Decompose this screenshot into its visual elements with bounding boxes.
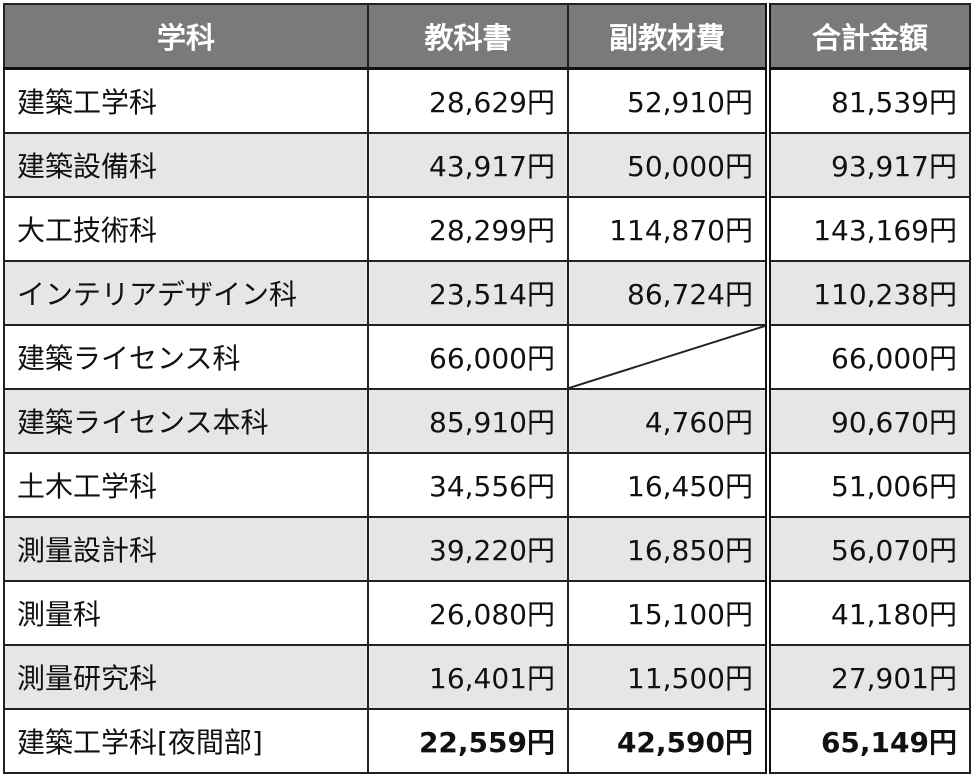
total-cost: 65,149円 bbox=[767, 708, 971, 774]
department-name: 土木工学科 bbox=[3, 452, 369, 518]
textbook-cost: 34,556円 bbox=[367, 452, 569, 518]
materials-cost-not-applicable bbox=[567, 324, 771, 390]
department-name: 測量研究科 bbox=[3, 644, 369, 710]
table-row: 測量科 26,080円 15,100円 41,180円 bbox=[3, 580, 971, 646]
table-row: 建築ライセンス科 66,000円 66,000円 bbox=[3, 324, 971, 390]
textbook-cost: 66,000円 bbox=[367, 324, 569, 390]
textbook-cost: 28,629円 bbox=[367, 67, 569, 134]
department-name: 建築工学科 bbox=[3, 67, 369, 134]
department-name: 建築ライセンス本科 bbox=[3, 388, 369, 454]
total-cost: 143,169円 bbox=[767, 196, 971, 262]
materials-cost: 86,724円 bbox=[567, 260, 771, 326]
total-cost: 93,917円 bbox=[767, 132, 971, 198]
header-department: 学科 bbox=[3, 3, 369, 70]
total-cost: 81,539円 bbox=[767, 67, 971, 134]
department-name: 建築工学科[夜間部] bbox=[3, 708, 369, 774]
total-cost: 66,000円 bbox=[767, 324, 971, 390]
textbook-cost: 23,514円 bbox=[367, 260, 569, 326]
materials-cost: 50,000円 bbox=[567, 132, 771, 198]
department-name: 建築ライセンス科 bbox=[3, 324, 369, 390]
department-name: 大工技術科 bbox=[3, 196, 369, 262]
total-cost: 51,006円 bbox=[767, 452, 971, 518]
table-row: 建築設備科 43,917円 50,000円 93,917円 bbox=[3, 132, 971, 198]
materials-cost: 16,850円 bbox=[567, 516, 771, 582]
table-row: 建築工学科 28,629円 52,910円 81,539円 bbox=[3, 67, 971, 134]
materials-cost: 4,760円 bbox=[567, 388, 771, 454]
department-name: 測量設計科 bbox=[3, 516, 369, 582]
textbook-cost: 39,220円 bbox=[367, 516, 569, 582]
table-row: インテリアデザイン科 23,514円 86,724円 110,238円 bbox=[3, 260, 971, 326]
table-row: 大工技術科 28,299円 114,870円 143,169円 bbox=[3, 196, 971, 262]
materials-cost: 15,100円 bbox=[567, 580, 771, 646]
table-row: 建築工学科[夜間部] 22,559円 42,590円 65,149円 bbox=[3, 708, 971, 774]
materials-cost: 114,870円 bbox=[567, 196, 771, 262]
diagonal-slash bbox=[569, 326, 765, 388]
total-cost: 27,901円 bbox=[767, 644, 971, 710]
textbook-cost: 22,559円 bbox=[367, 708, 569, 774]
materials-cost: 42,590円 bbox=[567, 708, 771, 774]
materials-cost: 52,910円 bbox=[567, 67, 771, 134]
header-row: 学科 教科書 副教材費 合計金額 bbox=[3, 3, 971, 70]
textbook-cost: 26,080円 bbox=[367, 580, 569, 646]
materials-cost: 11,500円 bbox=[567, 644, 771, 710]
textbook-cost: 28,299円 bbox=[367, 196, 569, 262]
textbook-cost: 43,917円 bbox=[367, 132, 569, 198]
header-textbook: 教科書 bbox=[367, 3, 569, 70]
department-name: 測量科 bbox=[3, 580, 369, 646]
table-row: 建築ライセンス本科 85,910円 4,760円 90,670円 bbox=[3, 388, 971, 454]
total-cost: 90,670円 bbox=[767, 388, 971, 454]
department-name: インテリアデザイン科 bbox=[3, 260, 369, 326]
department-name: 建築設備科 bbox=[3, 132, 369, 198]
table-row: 土木工学科 34,556円 16,450円 51,006円 bbox=[3, 452, 971, 518]
table-row: 測量研究科 16,401円 11,500円 27,901円 bbox=[3, 644, 971, 710]
header-materials: 副教材費 bbox=[567, 3, 771, 70]
textbook-cost: 85,910円 bbox=[367, 388, 569, 454]
fee-table: 学科 教科書 副教材費 合計金額 建築工学科 28,629円 52,910円 8… bbox=[3, 3, 971, 774]
total-cost: 110,238円 bbox=[767, 260, 971, 326]
total-cost: 56,070円 bbox=[767, 516, 971, 582]
header-total: 合計金額 bbox=[767, 3, 971, 70]
textbook-cost: 16,401円 bbox=[367, 644, 569, 710]
table-row: 測量設計科 39,220円 16,850円 56,070円 bbox=[3, 516, 971, 582]
materials-cost: 16,450円 bbox=[567, 452, 771, 518]
total-cost: 41,180円 bbox=[767, 580, 971, 646]
